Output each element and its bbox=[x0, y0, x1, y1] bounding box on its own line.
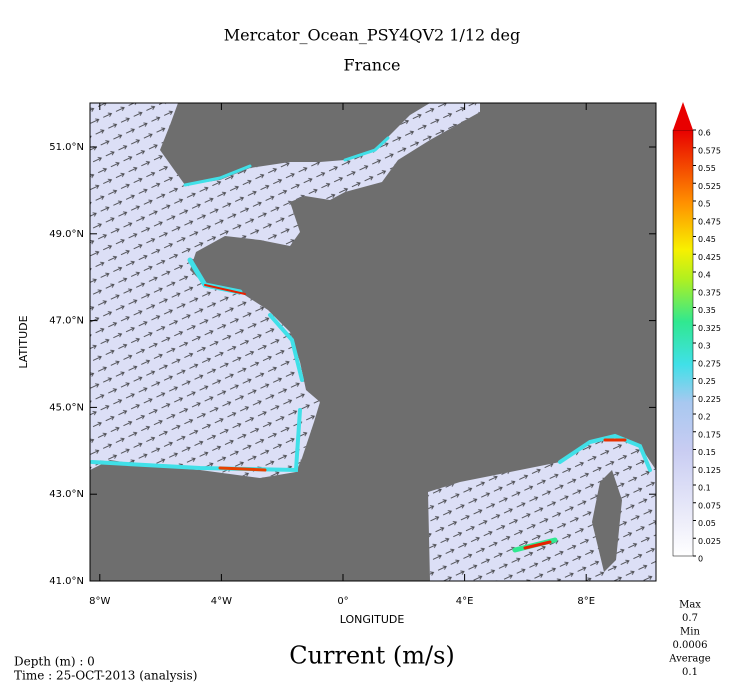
stat: 0.7 bbox=[682, 613, 698, 624]
x-tick-label: 8°W bbox=[89, 596, 110, 607]
colorbar-label: 0.525 bbox=[698, 182, 721, 191]
colorbar-label: 0.175 bbox=[698, 430, 721, 439]
x-tick-label: 4°E bbox=[456, 596, 474, 607]
colorbar-label: 0.275 bbox=[698, 359, 721, 368]
colorbar-label: 0.45 bbox=[698, 235, 716, 244]
colorbar-label: 0.6 bbox=[698, 129, 711, 138]
depth: Depth (m) : 0 bbox=[14, 655, 95, 669]
stat: Average bbox=[668, 654, 711, 665]
colorbar-label: 0.225 bbox=[698, 395, 721, 404]
colorbar bbox=[672, 129, 694, 557]
colorbar-label: 0.025 bbox=[698, 537, 721, 546]
y-tick-label: 47.0°N bbox=[49, 316, 84, 327]
colorbar-label: 0.55 bbox=[698, 164, 716, 173]
colorbar-label: 0.25 bbox=[698, 377, 716, 386]
colorbar-label: 0.3 bbox=[698, 342, 711, 351]
colorbar-label: 0.325 bbox=[698, 324, 721, 333]
x-tick-label: 8°E bbox=[577, 596, 595, 607]
colorbar-label: 0.35 bbox=[698, 306, 716, 315]
variable-label: Current (m/s) bbox=[289, 642, 455, 670]
time: Time : 25-OCT-2013 (analysis) bbox=[14, 669, 197, 683]
y-tick-label: 43.0°N bbox=[49, 489, 84, 500]
colorbar-label: 0.4 bbox=[698, 271, 711, 280]
y-axis-label: LATITUDE bbox=[17, 315, 30, 368]
x-tick-label: 4°W bbox=[211, 596, 232, 607]
colorbar-label: 0.5 bbox=[698, 200, 711, 209]
coastal-currents bbox=[90, 136, 652, 553]
colorbar-label: 0.475 bbox=[698, 217, 721, 226]
stat: 0.1 bbox=[682, 667, 698, 678]
colorbar-label: 0.05 bbox=[698, 519, 716, 528]
x-tick-label: 0° bbox=[337, 596, 348, 607]
colorbar-label: 0.075 bbox=[698, 501, 721, 510]
title: Mercator_Ocean_PSY4QV2 1/12 deg bbox=[224, 26, 520, 45]
y-tick-label: 49.0°N bbox=[49, 229, 84, 240]
corsica bbox=[592, 470, 622, 572]
colorbar-label: 0.575 bbox=[698, 146, 721, 155]
x-axis-label: LONGITUDE bbox=[340, 613, 405, 626]
stat: 0.0006 bbox=[673, 640, 708, 651]
y-tick-label: 41.0°N bbox=[49, 576, 84, 587]
colorbar-extend bbox=[673, 102, 693, 130]
y-tick-label: 45.0°N bbox=[49, 402, 84, 413]
colorbar-label: 0.125 bbox=[698, 466, 721, 475]
colorbar-label: 0 bbox=[698, 555, 703, 564]
colorbar-label: 0.375 bbox=[698, 288, 721, 297]
colorbar-label: 0.15 bbox=[698, 448, 716, 457]
colorbar-label: 0.425 bbox=[698, 253, 721, 262]
stat: Min bbox=[680, 627, 700, 638]
y-tick-label: 51.0°N bbox=[49, 142, 84, 153]
plot-frame bbox=[89, 102, 657, 582]
subtitle: France bbox=[343, 56, 400, 75]
sea bbox=[90, 103, 656, 581]
map-area bbox=[90, 103, 656, 581]
stat: Max bbox=[679, 600, 701, 611]
colorbar-label: 0.2 bbox=[698, 413, 711, 422]
colorbar-label: 0.1 bbox=[698, 484, 711, 493]
